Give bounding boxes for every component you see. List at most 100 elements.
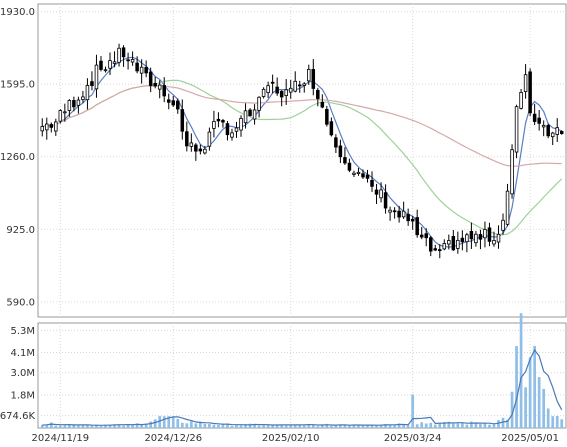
candle-body [401,210,406,218]
candle-body [185,131,189,147]
volume-bar [104,424,107,428]
volume-bar [519,313,523,428]
candle-body [451,236,456,251]
candle-body [45,123,49,131]
volume-bar [40,424,44,428]
volume-bar [546,408,550,428]
candle-body [94,64,99,90]
volume-bar [90,425,94,428]
candle-body [248,109,252,116]
candle-body [478,234,483,240]
volume-bar [302,424,306,428]
volume-bar [555,416,559,428]
candle-body [126,59,130,62]
candle-body [514,106,519,153]
price-grid [38,4,566,317]
candle-body [121,47,126,58]
volume-tick-label: 4.1M [10,348,35,359]
volume-bar [99,426,103,428]
candle-body [383,192,388,209]
candle-body [270,81,275,84]
volume-bar [334,424,338,428]
volume-bar [393,425,396,428]
volume-bar [266,424,270,428]
volume-bar [199,421,202,428]
candle-body [198,148,203,152]
volume-bar [461,422,464,428]
candle-body [135,62,139,72]
volume-bar [433,424,437,428]
volume-bar [117,424,121,428]
volume-bar [298,424,302,428]
candle-body [419,234,424,238]
volume-bar [280,425,284,428]
candle-body [343,157,347,164]
volume-bar [49,422,53,428]
candle-body [456,239,460,249]
volume-bar [442,421,446,428]
volume-bar [510,391,514,428]
volume-bar [217,424,220,428]
candle-body [67,100,72,111]
candle-body [194,144,198,152]
candle-body [148,71,153,87]
volume-tick-label: 5.3M [10,326,35,337]
volume-bar [221,423,225,428]
volume-bar [406,425,410,428]
volume-bar [379,424,383,428]
volume-bar [284,425,288,428]
volume-bar [158,416,162,428]
candle-body [424,233,428,239]
candle-body [447,240,451,245]
volume-bar [180,422,184,428]
volume-bar [352,424,356,428]
volume-bar [420,422,424,428]
volume-bar [470,421,473,428]
volume-bar [68,424,71,428]
volume-bar [45,424,49,428]
candle-body [505,190,510,225]
volume-bar [293,424,297,428]
candle-body [166,99,171,103]
candle-body [320,101,325,108]
candle-body [180,109,185,132]
volume-bar [140,424,143,428]
candle-body [460,237,465,243]
volume-bar [271,424,274,428]
candle-body [406,214,410,222]
volume-bar [560,419,564,428]
volume-bar [72,424,76,428]
volume-tick-label: 3.0M [10,368,35,379]
volume-bar [226,423,229,428]
candle-body [288,87,293,93]
volume-bar [429,422,433,428]
candle-body [397,210,401,218]
candle-body [352,172,356,175]
volume-bar [339,424,342,428]
volume-bar [203,423,207,428]
candle-body [99,60,103,70]
price-tick-label: 1930.0 [0,7,35,18]
candle-body [284,89,288,96]
candle-body [225,123,230,136]
volume-bar [361,425,365,428]
volume-bar [320,424,324,428]
candle-body [541,124,546,128]
volume-bar [122,425,125,428]
volume-bar [397,423,401,428]
volume-bar [95,424,98,428]
candle-body [216,118,221,122]
candle-body [108,60,112,69]
candle-body [465,234,469,243]
ma-long-line [42,85,562,167]
candle-body [58,110,63,122]
candle-body [311,69,316,89]
candle-body [297,84,302,87]
volume-bar [483,423,487,428]
volume-bar [501,417,505,428]
volume-bar [212,424,216,428]
volume-bar [135,423,139,428]
volume-bar [289,424,293,428]
volume-bar [424,423,428,428]
